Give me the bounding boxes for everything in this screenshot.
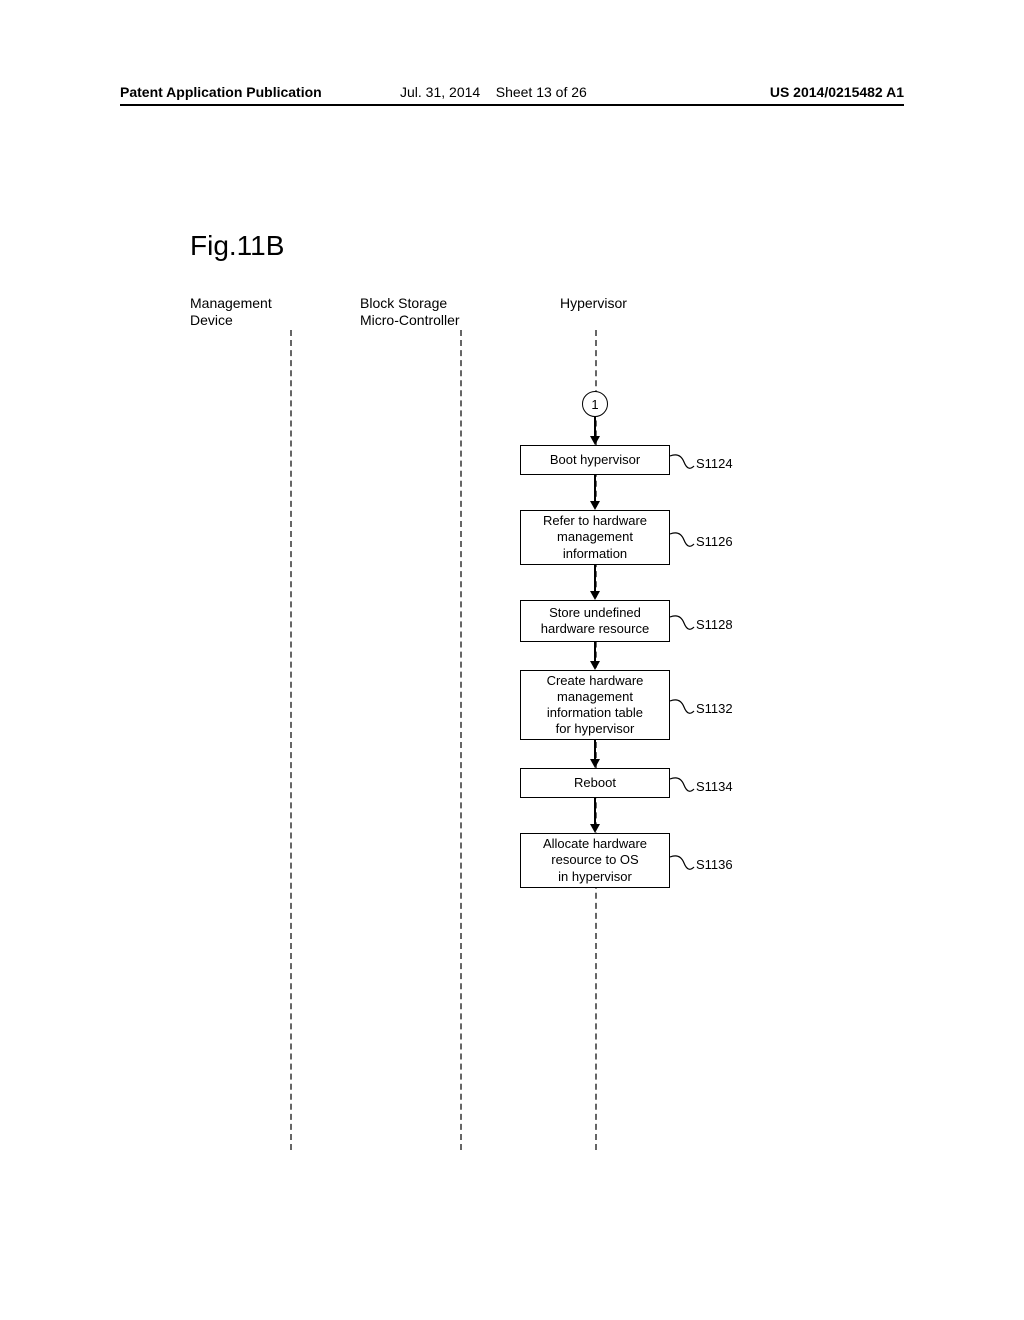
step-box-0: Boot hypervisor: [520, 445, 670, 475]
header-rule: [120, 104, 904, 106]
ref-lead-4: [670, 775, 696, 795]
step-box-5: Allocate hardwareresource to OSin hyperv…: [520, 833, 670, 888]
arrow-5: [594, 798, 596, 825]
arrow-4: [594, 740, 596, 760]
arrow-2: [594, 565, 596, 592]
step-box-2: Store undefinedhardware resource: [520, 600, 670, 642]
lane-label-1: Block StorageMicro-Controller: [360, 295, 460, 329]
header-right: US 2014/0215482 A1: [770, 84, 904, 100]
page-container: Patent Application Publication Jul. 31, …: [0, 0, 1024, 1320]
arrow-head-2: [590, 591, 600, 600]
step-box-1: Refer to hardwaremanagementinformation: [520, 510, 670, 565]
arrow-0: [594, 417, 596, 437]
arrow-head-5: [590, 824, 600, 833]
step-box-4: Reboot: [520, 768, 670, 798]
ref-lead-5: [670, 853, 696, 873]
header-left: Patent Application Publication: [120, 84, 322, 100]
ref-lead-2: [670, 613, 696, 633]
ref-lead-0: [670, 452, 696, 472]
figure-title: Fig.11B: [190, 230, 284, 262]
ref-lead-3: [670, 697, 696, 717]
header-mid: Jul. 31, 2014 Sheet 13 of 26: [400, 84, 587, 100]
lane-label-2: Hypervisor: [560, 295, 627, 312]
step-box-3: Create hardwaremanagementinformation tab…: [520, 670, 670, 740]
arrow-3: [594, 642, 596, 662]
arrow-1: [594, 475, 596, 502]
lifeline-0: [290, 330, 292, 1150]
header-sheet: Sheet 13 of 26: [496, 84, 587, 100]
arrow-head-3: [590, 661, 600, 670]
connector-circle: 1: [582, 391, 608, 417]
step-ref-3: S1132: [696, 701, 733, 716]
header-date: Jul. 31, 2014: [400, 84, 480, 100]
arrow-head-0: [590, 436, 600, 445]
step-ref-4: S1134: [696, 779, 733, 794]
step-ref-0: S1124: [696, 456, 733, 471]
ref-lead-1: [670, 530, 696, 550]
step-ref-2: S1128: [696, 617, 733, 632]
step-ref-5: S1136: [696, 857, 733, 872]
arrow-head-1: [590, 501, 600, 510]
arrow-head-4: [590, 759, 600, 768]
lane-label-0: ManagementDevice: [190, 295, 272, 329]
step-ref-1: S1126: [696, 534, 733, 549]
lifeline-1: [460, 330, 462, 1150]
